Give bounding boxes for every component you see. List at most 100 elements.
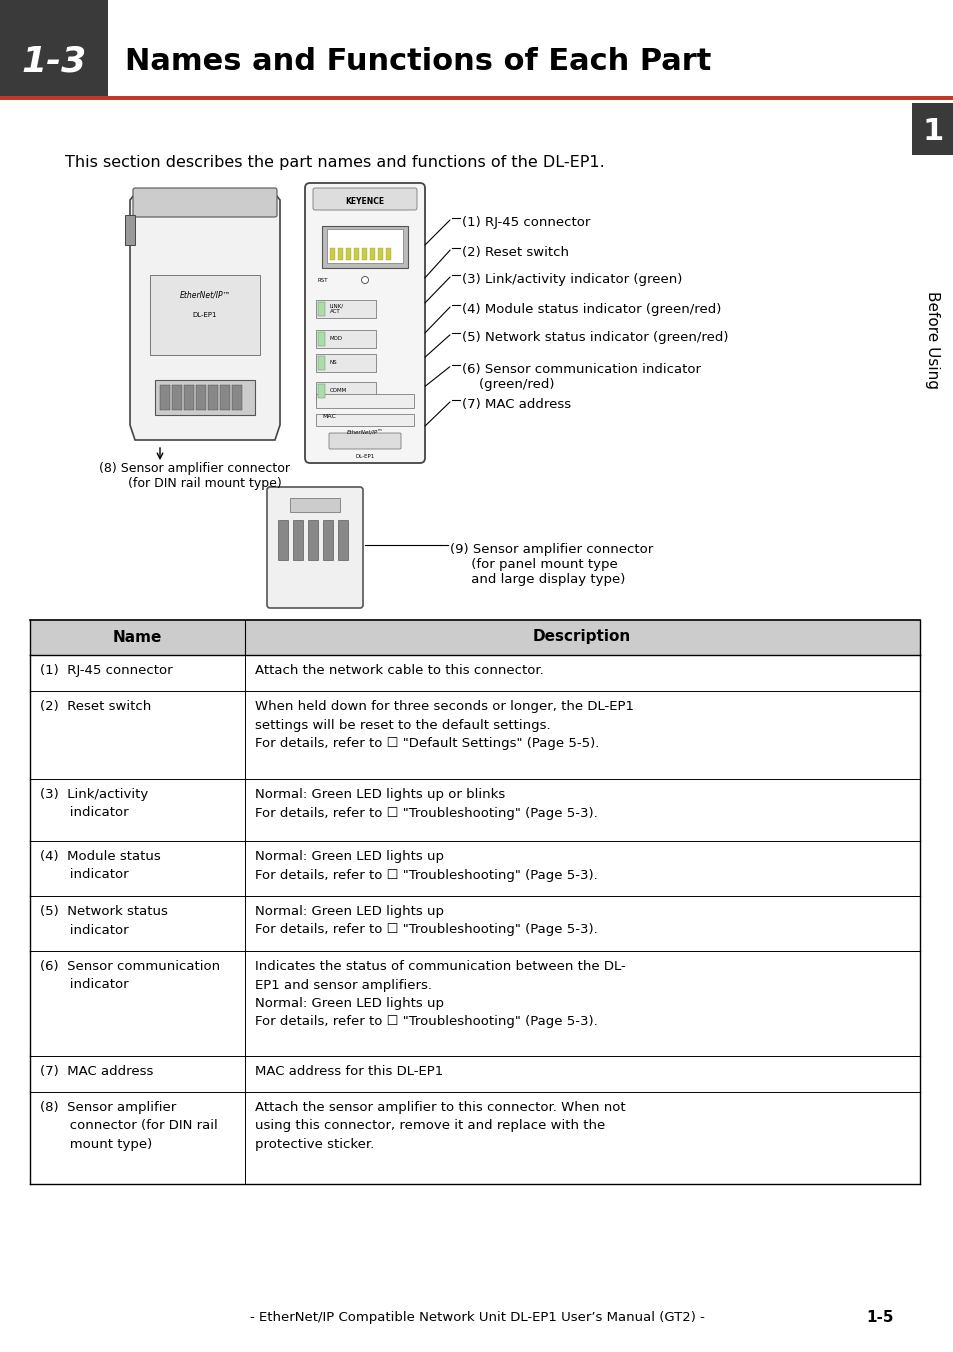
Bar bbox=[0, 96, 953, 100]
Text: Normal: Green LED lights up or blinks
For details, refer to ☐ "Troubleshooting" : Normal: Green LED lights up or blinks Fo… bbox=[254, 788, 598, 819]
Text: (2)  Reset switch: (2) Reset switch bbox=[40, 700, 152, 713]
Text: (6) Sensor communication indicator
    (green/red): (6) Sensor communication indicator (gree… bbox=[461, 362, 700, 391]
Bar bbox=[323, 521, 333, 560]
Bar bbox=[195, 385, 206, 410]
Bar bbox=[315, 354, 375, 372]
Bar bbox=[346, 247, 351, 260]
Bar bbox=[184, 385, 193, 410]
Text: Before Using: Before Using bbox=[924, 291, 940, 389]
Bar bbox=[208, 385, 218, 410]
Bar bbox=[293, 521, 303, 560]
Text: RST: RST bbox=[317, 277, 328, 283]
Bar bbox=[330, 247, 335, 260]
Text: Normal: Green LED lights up
For details, refer to ☐ "Troubleshooting" (Page 5-3): Normal: Green LED lights up For details,… bbox=[254, 850, 598, 882]
Text: Description: Description bbox=[533, 630, 631, 645]
Text: (7)  MAC address: (7) MAC address bbox=[40, 1065, 153, 1078]
Text: (8)  Sensor amplifier
       connector (for DIN rail
       mount type): (8) Sensor amplifier connector (for DIN … bbox=[40, 1101, 217, 1151]
Polygon shape bbox=[130, 191, 280, 439]
Text: (1)  RJ-45 connector: (1) RJ-45 connector bbox=[40, 664, 172, 677]
Text: COMM: COMM bbox=[330, 388, 347, 393]
Text: MAC address for this DL-EP1: MAC address for this DL-EP1 bbox=[254, 1065, 443, 1078]
Text: (6)  Sensor communication
       indicator: (6) Sensor communication indicator bbox=[40, 960, 220, 991]
Bar bbox=[911, 103, 953, 155]
Text: (2) Reset switch: (2) Reset switch bbox=[461, 246, 568, 260]
FancyBboxPatch shape bbox=[132, 188, 276, 218]
Text: (5) Network status indicator (green/red): (5) Network status indicator (green/red) bbox=[461, 331, 728, 343]
Circle shape bbox=[361, 277, 368, 284]
Text: When held down for three seconds or longer, the DL-EP1
settings will be reset to: When held down for three seconds or long… bbox=[254, 700, 634, 750]
Bar bbox=[30, 691, 919, 779]
Text: Names and Functions of Each Part: Names and Functions of Each Part bbox=[125, 47, 711, 77]
Bar bbox=[337, 521, 348, 560]
Bar bbox=[30, 1092, 919, 1184]
Bar bbox=[386, 247, 391, 260]
Bar bbox=[30, 654, 919, 691]
Text: NS: NS bbox=[330, 361, 337, 365]
Text: KEYENCE: KEYENCE bbox=[345, 197, 384, 207]
Bar bbox=[377, 247, 382, 260]
Bar bbox=[30, 621, 919, 654]
Bar bbox=[277, 521, 288, 560]
Bar bbox=[232, 385, 242, 410]
Bar bbox=[315, 383, 375, 400]
Text: EtherNet/IP™: EtherNet/IP™ bbox=[179, 291, 231, 300]
Bar bbox=[308, 521, 317, 560]
Bar bbox=[317, 333, 325, 346]
FancyBboxPatch shape bbox=[305, 183, 424, 462]
Bar bbox=[30, 1056, 919, 1092]
FancyBboxPatch shape bbox=[267, 487, 363, 608]
Text: DL-EP1: DL-EP1 bbox=[193, 312, 217, 318]
Bar bbox=[172, 385, 182, 410]
Bar bbox=[317, 301, 325, 316]
Bar bbox=[317, 356, 325, 370]
Bar bbox=[322, 226, 408, 268]
Text: (1) RJ-45 connector: (1) RJ-45 connector bbox=[461, 216, 590, 228]
Bar bbox=[315, 393, 414, 408]
Text: (7) MAC address: (7) MAC address bbox=[461, 397, 571, 411]
Text: (4) Module status indicator (green/red): (4) Module status indicator (green/red) bbox=[461, 303, 720, 316]
Bar bbox=[361, 247, 367, 260]
Bar bbox=[160, 385, 170, 410]
Bar bbox=[327, 228, 402, 264]
Bar bbox=[30, 841, 919, 896]
Text: Attach the network cable to this connector.: Attach the network cable to this connect… bbox=[254, 664, 543, 677]
Text: LINK/
ACT: LINK/ ACT bbox=[330, 304, 344, 315]
Bar bbox=[30, 779, 919, 841]
Bar bbox=[0, 0, 108, 100]
Text: Normal: Green LED lights up
For details, refer to ☐ "Troubleshooting" (Page 5-3): Normal: Green LED lights up For details,… bbox=[254, 904, 598, 937]
Bar bbox=[220, 385, 230, 410]
Text: (3)  Link/activity
       indicator: (3) Link/activity indicator bbox=[40, 788, 148, 819]
Text: MOD: MOD bbox=[330, 337, 343, 342]
Text: 1-3: 1-3 bbox=[21, 45, 87, 78]
Text: 1: 1 bbox=[922, 116, 943, 146]
Text: (5)  Network status
       indicator: (5) Network status indicator bbox=[40, 904, 168, 937]
Text: This section describes the part names and functions of the DL-EP1.: This section describes the part names an… bbox=[65, 155, 604, 170]
Bar bbox=[290, 498, 339, 512]
Text: Attach the sensor amplifier to this connector. When not
using this connector, re: Attach the sensor amplifier to this conn… bbox=[254, 1101, 625, 1151]
Text: DL-EP1: DL-EP1 bbox=[355, 453, 375, 458]
Bar bbox=[150, 274, 260, 356]
Bar bbox=[370, 247, 375, 260]
Bar bbox=[317, 384, 325, 397]
FancyBboxPatch shape bbox=[329, 433, 400, 449]
Bar bbox=[337, 247, 343, 260]
Text: MAC: MAC bbox=[322, 414, 335, 419]
Bar bbox=[125, 215, 135, 245]
Bar bbox=[154, 380, 254, 415]
Text: (9) Sensor amplifier connector
     (for panel mount type
     and large display: (9) Sensor amplifier connector (for pane… bbox=[450, 544, 653, 585]
Text: (4)  Module status
       indicator: (4) Module status indicator bbox=[40, 850, 161, 882]
Bar bbox=[315, 330, 375, 347]
Text: - EtherNet/IP Compatible Network Unit DL-EP1 User’s Manual (GT2) -: - EtherNet/IP Compatible Network Unit DL… bbox=[250, 1311, 703, 1325]
Bar bbox=[354, 247, 358, 260]
Text: EtherNet/IP™: EtherNet/IP™ bbox=[346, 430, 383, 435]
Text: Indicates the status of communication between the DL-
EP1 and sensor amplifiers.: Indicates the status of communication be… bbox=[254, 960, 625, 1029]
Text: (8) Sensor amplifier connector
     (for DIN rail mount type): (8) Sensor amplifier connector (for DIN … bbox=[99, 462, 291, 489]
Text: (3) Link/activity indicator (green): (3) Link/activity indicator (green) bbox=[461, 273, 681, 287]
Bar bbox=[315, 414, 414, 426]
Text: 1-5: 1-5 bbox=[865, 1310, 893, 1325]
Bar bbox=[30, 950, 919, 1056]
Text: Name: Name bbox=[112, 630, 161, 645]
Bar bbox=[315, 300, 375, 318]
FancyBboxPatch shape bbox=[313, 188, 416, 210]
Bar bbox=[30, 896, 919, 950]
